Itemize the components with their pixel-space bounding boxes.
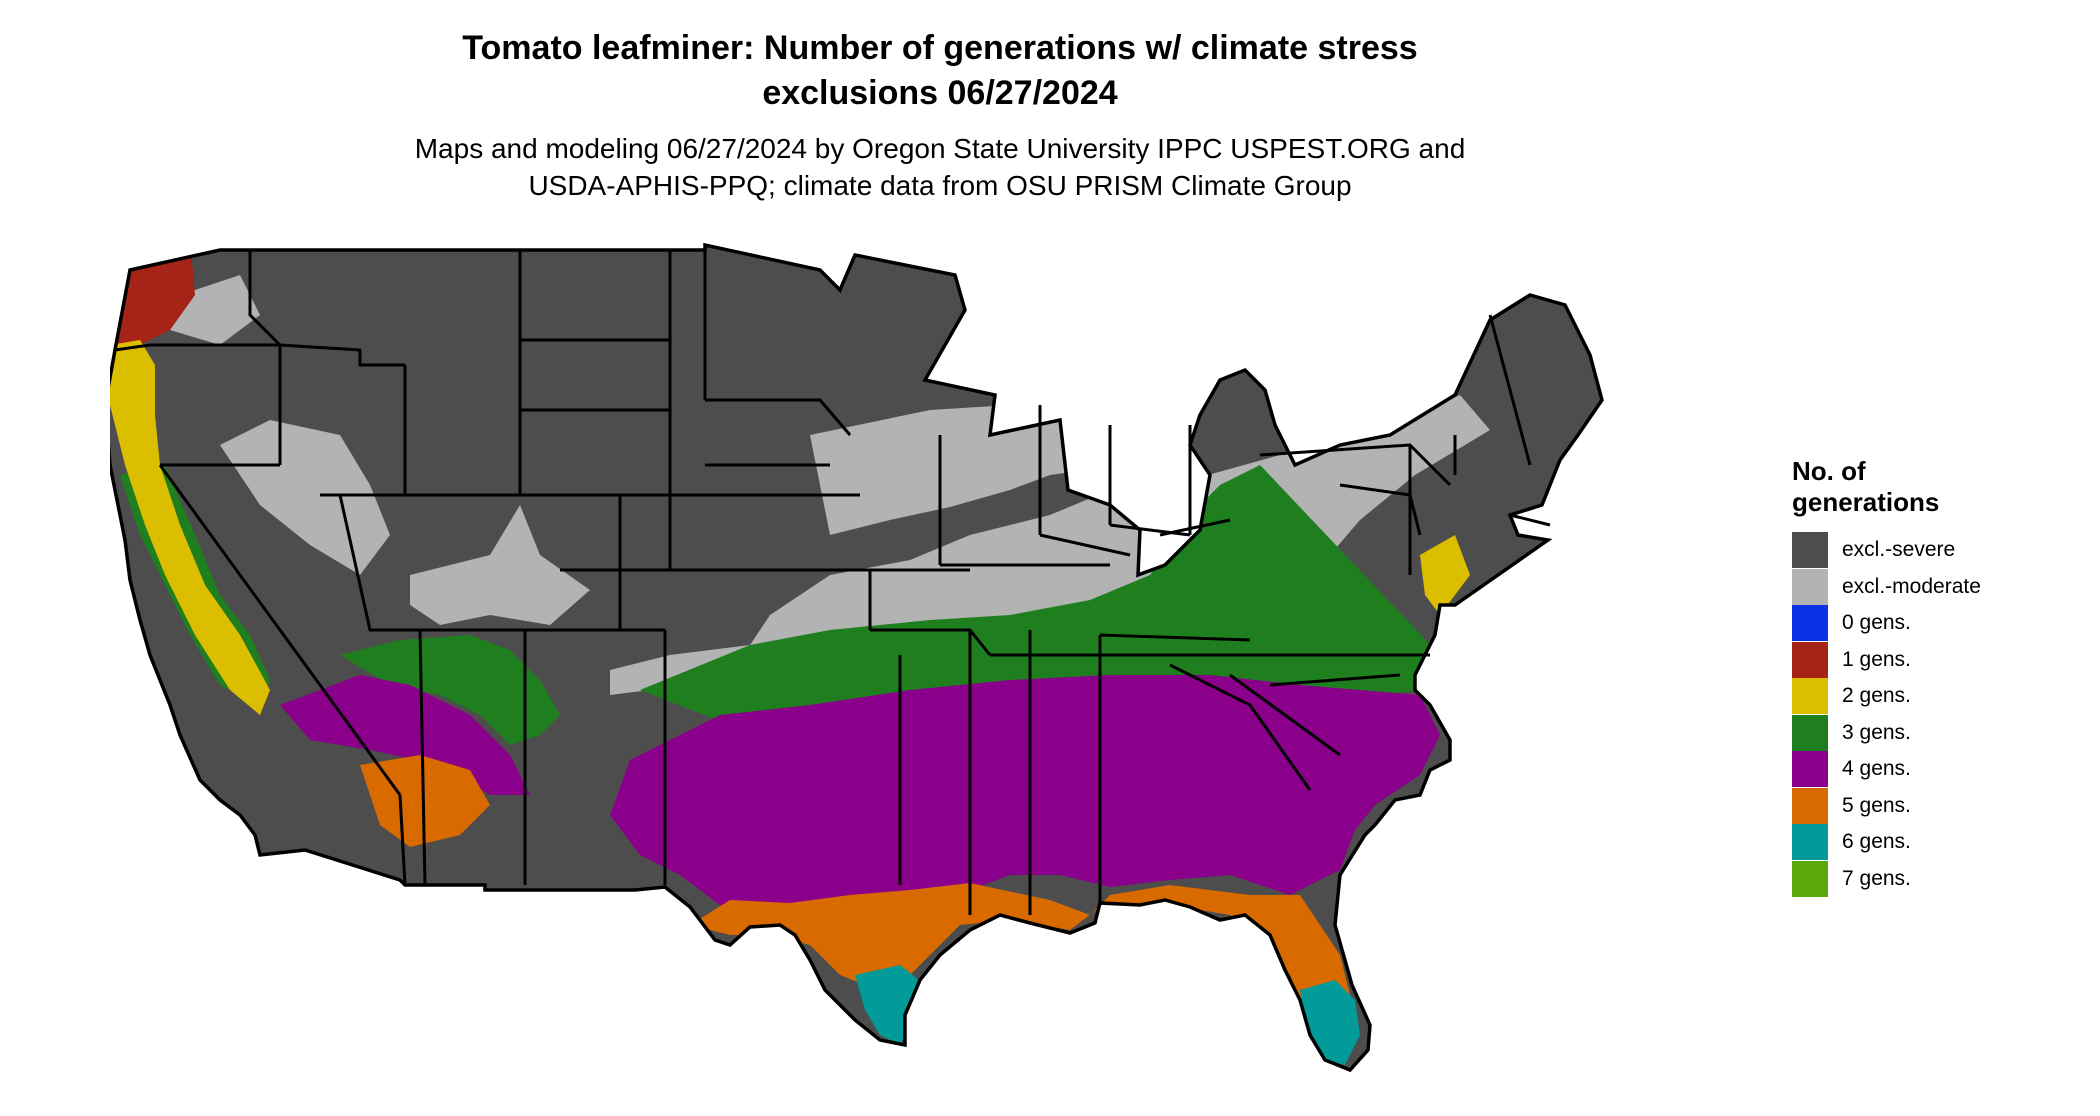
legend-swatch xyxy=(1792,860,1828,897)
border-great-lakes-states xyxy=(938,405,1231,567)
gens-5-zone-southwest xyxy=(360,755,490,847)
legend-item: excl.-severe xyxy=(1792,532,2092,569)
border-southeast-states xyxy=(990,633,1430,791)
excl-moderate-zone-south-central xyxy=(610,395,1490,695)
border-west-coast-states xyxy=(114,343,407,886)
legend-items: excl.-severe excl.-moderate 0 gens. 1 gens.… xyxy=(1792,532,2092,897)
border-mountain-states xyxy=(248,250,622,886)
legend-item: 6 gens. xyxy=(1792,824,2092,861)
gens-2-zone-pacific-coast xyxy=(110,340,270,715)
legend-label: 7 gens. xyxy=(1842,866,1911,890)
legend-label: 5 gens. xyxy=(1842,793,1911,817)
legend-item: 5 gens. xyxy=(1792,787,2092,825)
legend-item: 1 gens. xyxy=(1792,641,2092,679)
legend-label: 2 gens. xyxy=(1842,684,1911,708)
legend-swatch xyxy=(1792,751,1828,788)
legend-swatch xyxy=(1792,678,1828,715)
map-subtitle-line-2: USDA-APHIS-PPQ; climate data from OSU PR… xyxy=(528,170,1352,201)
legend-swatch xyxy=(1792,568,1828,605)
legend-item: 2 gens. xyxy=(1792,678,2092,715)
legend-swatch xyxy=(1792,824,1828,861)
legend-label: 6 gens. xyxy=(1842,830,1911,854)
legend-item: 0 gens. xyxy=(1792,605,2092,642)
map-title-line-2: exclusions 06/27/2024 xyxy=(762,74,1118,112)
legend-label: 0 gens. xyxy=(1842,611,1911,635)
map-fill-layers xyxy=(110,245,1602,1070)
gens-2-zone-mid-atlantic xyxy=(1420,535,1470,615)
map-subtitle: Maps and modeling 06/27/2024 by Oregon S… xyxy=(0,130,1880,204)
map-legend: No. of generations excl.-severe excl.-mod… xyxy=(1792,456,2092,897)
gens-4-zone-gulf-southeast xyxy=(610,675,1440,920)
map-title-block: Tomato leafminer: Number of generations … xyxy=(0,26,1880,204)
legend-item: excl.-moderate xyxy=(1792,568,2092,606)
gens-5-zone-gulf-coast xyxy=(690,883,1350,1045)
state-borders xyxy=(114,250,1551,915)
map-subtitle-line-1: Maps and modeling 06/27/2024 by Oregon S… xyxy=(414,133,1466,164)
legend-item: 3 gens. xyxy=(1792,714,2092,752)
legend-title: No. of generations xyxy=(1792,456,2092,518)
us-generations-map xyxy=(110,243,1604,1072)
border-northeast-states xyxy=(1259,314,1551,575)
legend-label: 1 gens. xyxy=(1842,647,1911,671)
map-title-line-1: Tomato leafminer: Number of generations … xyxy=(462,29,1418,67)
legend-item: 4 gens. xyxy=(1792,751,2092,788)
legend-label: 4 gens. xyxy=(1842,757,1911,781)
legend-swatch xyxy=(1792,641,1828,678)
legend-title-line-1: No. of xyxy=(1792,456,1866,486)
legend-swatch xyxy=(1792,714,1828,751)
gens-6-zone-south-texas xyxy=(855,965,925,1045)
legend-title-line-2: generations xyxy=(1792,487,1940,517)
gens-3-zone-southeast xyxy=(640,465,1440,725)
legend-swatch xyxy=(1792,605,1828,642)
excl-moderate-zone-great-basin xyxy=(220,420,390,575)
gens-4-zone-southwest xyxy=(280,675,530,795)
legend-label: excl.-severe xyxy=(1842,538,1956,562)
legend-label: excl.-moderate xyxy=(1842,574,1981,598)
gens-3-zone-southwest xyxy=(340,635,560,745)
legend-item: 7 gens. xyxy=(1792,860,2092,898)
excl-moderate-zone-southwest xyxy=(410,505,590,625)
legend-swatch xyxy=(1792,787,1828,824)
legend-swatch xyxy=(1792,532,1828,569)
legend-label: 3 gens. xyxy=(1842,720,1911,744)
border-central-states xyxy=(703,250,1102,915)
